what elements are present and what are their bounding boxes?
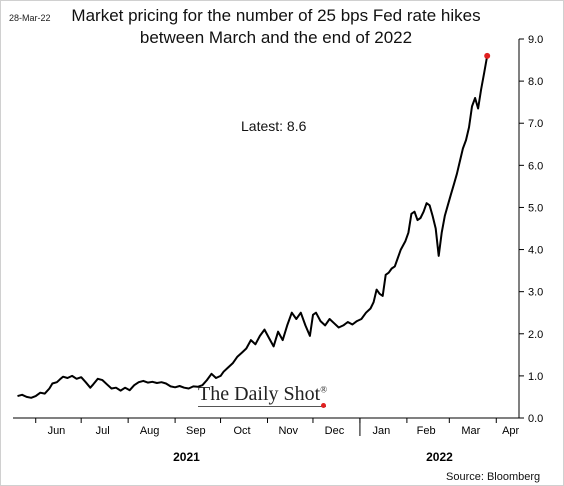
y-tick-label: 7.0 (528, 118, 543, 130)
y-tick-label: 9.0 (528, 34, 543, 46)
y-tick-label: 8.0 (528, 76, 543, 88)
chart-title-line-1: Market pricing for the number of 25 bps … (71, 6, 481, 25)
latest-point (484, 52, 491, 59)
series-line (17, 55, 489, 399)
x-tick-label: Oct (233, 425, 250, 437)
y-tick-label: 1.0 (528, 371, 543, 383)
x-tick-label: Mar (461, 425, 480, 437)
x-tick-label: Aug (140, 425, 160, 437)
watermark-text: The Daily Shot (198, 383, 321, 405)
x-tick-label: Feb (417, 425, 436, 437)
watermark-underline (198, 406, 326, 407)
chart-title-line-2: between March and the end of 2022 (139, 28, 413, 47)
watermark-logo: The Daily Shot® (198, 383, 327, 406)
chart-title: Market pricing for the number of 25 bps … (41, 5, 511, 49)
year-label-2021: 2021 (173, 450, 200, 464)
x-tick-label: Apr (502, 425, 519, 437)
x-tick-label: Jul (96, 425, 110, 437)
y-tick-label: 4.0 (528, 245, 543, 257)
x-tick-label: Jan (373, 425, 391, 437)
y-tick-label: 0.0 (528, 413, 543, 425)
date-stamp: 28-Mar-22 (9, 13, 51, 23)
y-tick-label: 5.0 (528, 202, 543, 214)
x-tick-label: Jun (48, 425, 66, 437)
latest-annotation: Latest: 8.6 (241, 118, 307, 134)
y-tick-label: 6.0 (528, 160, 543, 172)
x-tick-label: Dec (325, 425, 345, 437)
y-tick-label: 3.0 (528, 287, 543, 299)
watermark-registered-mark: ® (320, 384, 328, 395)
year-label-2022: 2022 (426, 450, 453, 464)
y-tick-label: 2.0 (528, 329, 543, 341)
source-note: Source: Bloomberg (446, 471, 541, 483)
x-tick-label: Nov (278, 425, 298, 437)
x-tick-label: Sep (186, 425, 206, 437)
watermark-dot (321, 403, 326, 408)
